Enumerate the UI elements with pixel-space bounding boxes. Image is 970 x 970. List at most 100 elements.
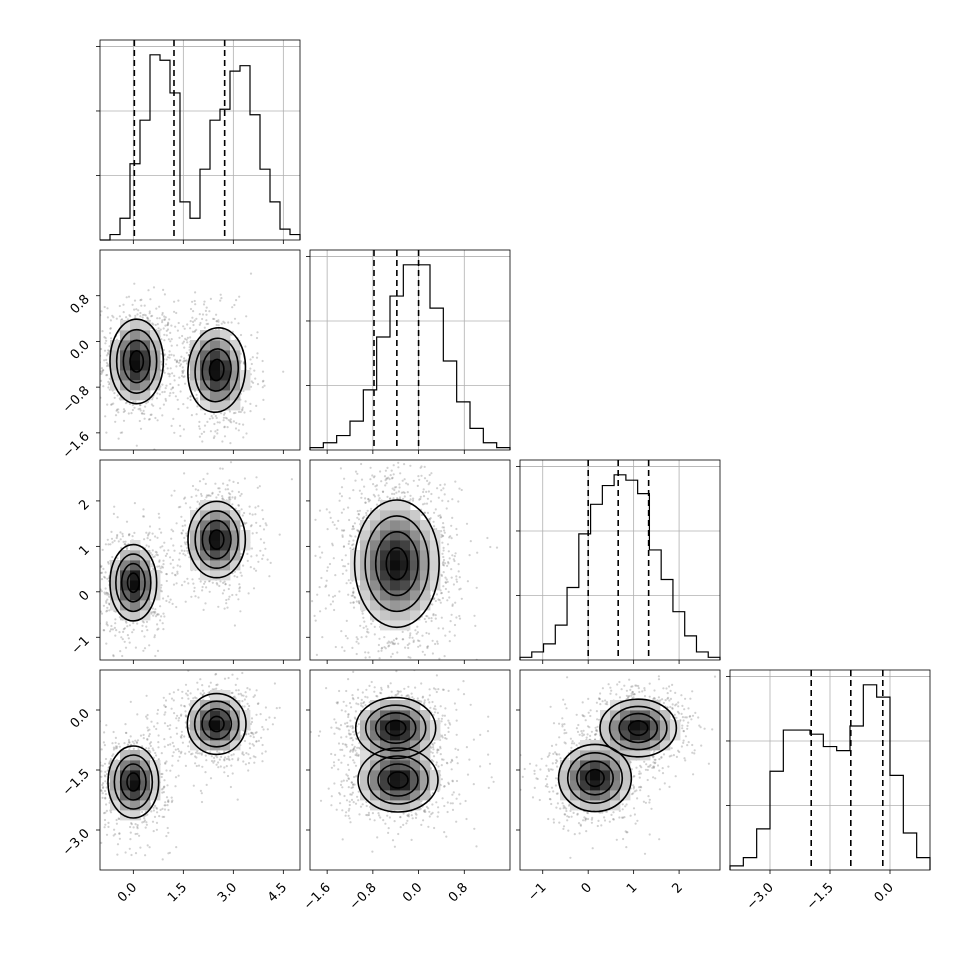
scatter-point: [111, 628, 114, 631]
scatter-point: [100, 565, 103, 568]
scatter-point: [175, 846, 178, 849]
scatter-point: [107, 353, 110, 356]
scatter-point: [168, 851, 171, 854]
scatter-point: [196, 397, 199, 400]
scatter-point: [117, 408, 120, 411]
scatter-point: [186, 341, 189, 344]
scatter-point: [430, 617, 433, 620]
scatter-point: [357, 680, 359, 682]
scatter-point: [443, 493, 446, 496]
density-cell: [150, 360, 161, 371]
scatter-point: [215, 320, 218, 323]
scatter-point: [250, 362, 253, 366]
scatter-point: [142, 733, 145, 737]
scatter-point: [136, 313, 139, 316]
density-cell: [190, 380, 201, 391]
scatter-point: [249, 525, 253, 528]
scatter-point: [372, 493, 375, 496]
scatter-point: [215, 320, 218, 323]
scatter-point: [95, 418, 97, 420]
scatter-point: [268, 575, 271, 578]
contour-1-1: [201, 348, 232, 392]
scatter-point: [350, 594, 353, 597]
scatter-point: [229, 442, 232, 445]
scatter-point: [106, 373, 109, 377]
scatter-point: [163, 779, 166, 782]
density-cell: [390, 530, 401, 541]
scatter-point: [105, 621, 108, 624]
scatter-point: [194, 488, 197, 491]
scatter-point: [323, 676, 325, 678]
scatter-point: [434, 614, 437, 617]
scatter-point: [347, 506, 350, 509]
density-cell: [430, 570, 441, 581]
scatter-point: [261, 359, 264, 363]
scatter-point: [352, 601, 355, 604]
scatter-point: [104, 780, 107, 783]
density-cell: [120, 350, 131, 361]
scatter-point: [141, 745, 144, 748]
scatter-point: [223, 435, 227, 438]
scatter-point: [356, 529, 360, 532]
scatter-point: [128, 641, 131, 644]
scatter-point: [181, 524, 184, 528]
scatter-point: [100, 347, 103, 351]
scatter-point: [103, 762, 107, 765]
scatter-point: [118, 745, 121, 748]
y-tick-label: 0.8: [68, 292, 93, 317]
density-cell: [210, 510, 221, 521]
scatter-point: [107, 383, 111, 386]
scatter-point: [212, 317, 215, 320]
scatter-point: [167, 831, 170, 834]
scatter-point: [239, 610, 242, 613]
density-cell: [370, 520, 381, 531]
scatter-point: [328, 562, 332, 566]
scatter-point: [219, 293, 222, 296]
density-cell: [390, 570, 401, 581]
scatter-point: [183, 541, 186, 544]
density-cell: [360, 540, 371, 551]
scatter-point: [133, 299, 137, 302]
scatter-point: [148, 310, 151, 313]
scatter-point: [363, 485, 366, 488]
scatter-point: [150, 611, 153, 614]
scatter-point: [170, 338, 173, 341]
density-cell: [150, 350, 161, 361]
scatter-point: [347, 562, 350, 566]
scatter-point: [430, 472, 433, 475]
scatter-point: [128, 533, 131, 536]
scatter-point: [170, 353, 173, 356]
scatter-point: [427, 617, 431, 620]
scatter-point: [177, 299, 180, 302]
scatter-point: [265, 524, 268, 527]
scatter-point: [176, 570, 179, 573]
scatter-point: [198, 435, 201, 438]
scatter-point: [163, 615, 166, 618]
scatter-point: [166, 356, 169, 359]
scatter-point: [105, 591, 108, 595]
scatter-point: [351, 525, 355, 528]
scatter-point: [133, 742, 136, 745]
scatter-point: [125, 731, 128, 735]
scatter-point: [221, 497, 224, 500]
scatter-point: [391, 452, 393, 454]
scatter-point: [139, 311, 142, 315]
scatter-point: [352, 590, 355, 593]
scatter-point: [104, 587, 107, 590]
scatter-point: [151, 607, 154, 610]
scatter-point: [111, 754, 114, 758]
scatter-point: [438, 657, 441, 660]
scatter-point: [183, 496, 187, 499]
scatter-point: [349, 547, 352, 550]
scatter-point: [171, 741, 174, 745]
scatter-point: [172, 530, 175, 533]
scatter-point: [163, 371, 166, 374]
density-cell: [390, 580, 401, 591]
scatter-point: [100, 379, 103, 382]
density-cell: [400, 620, 411, 631]
scatter-point: [145, 625, 148, 628]
scatter-point: [148, 644, 151, 647]
scatter-point: [92, 372, 94, 374]
scatter-point: [423, 465, 426, 468]
scatter-point: [150, 612, 153, 615]
